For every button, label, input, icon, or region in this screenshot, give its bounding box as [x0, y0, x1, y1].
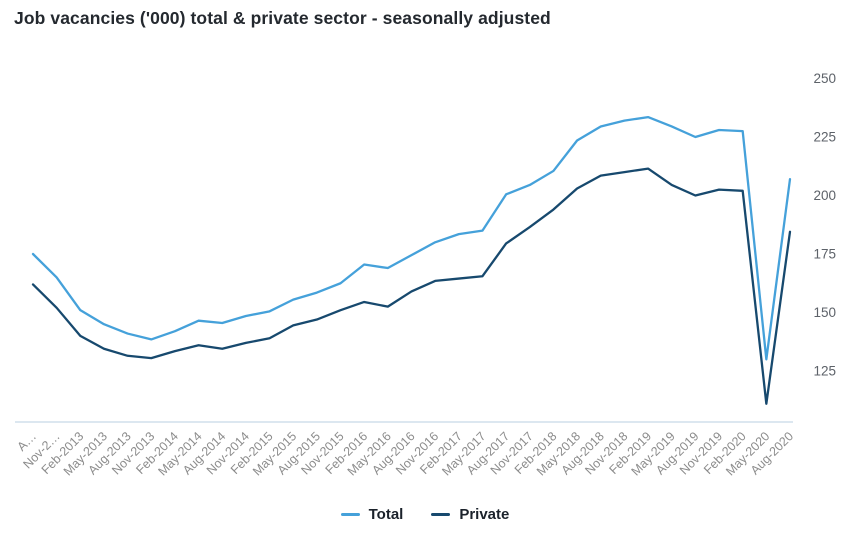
y-tick-label: 125 — [813, 364, 836, 379]
total-series-line[interactable] — [31, 115, 792, 361]
chart-legend: Total Private — [0, 506, 850, 523]
y-tick-label: 225 — [813, 130, 836, 145]
legend-label-total: Total — [368, 506, 404, 523]
y-tick-label: 175 — [813, 247, 836, 262]
total-line-swatch — [340, 513, 360, 516]
legend-item-private[interactable]: Private — [431, 506, 509, 523]
chart-title: Job vacancies ('000) total & private sec… — [14, 8, 551, 28]
private-line-swatch — [431, 513, 451, 516]
y-tick-label: 250 — [813, 71, 836, 86]
legend-label-private: Private — [459, 506, 510, 523]
legend-item-total[interactable]: Total — [340, 506, 404, 523]
y-tick-label: 150 — [813, 305, 836, 320]
line-chart: 250225200175150125A…Nov-2…Feb-2013May-20… — [14, 71, 836, 478]
private-series-line[interactable] — [31, 167, 792, 405]
y-tick-label: 200 — [813, 188, 836, 203]
